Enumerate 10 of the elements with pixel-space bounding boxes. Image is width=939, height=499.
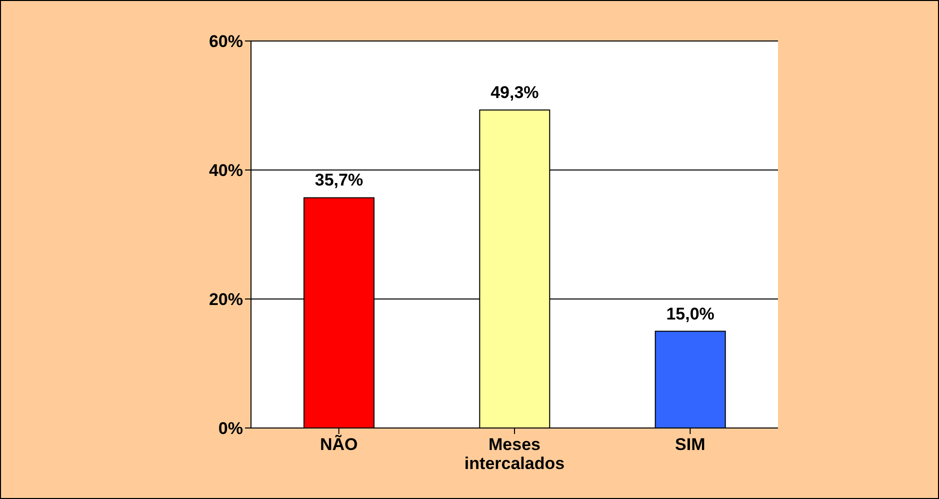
data-label: 49,3% <box>490 83 539 102</box>
x-tick-label: NÃO <box>320 434 358 454</box>
y-tick-label: 40% <box>208 161 243 180</box>
y-tick-label: 60% <box>208 32 243 52</box>
x-tick-label: SIM <box>675 435 706 454</box>
data-label: 15,0% <box>666 304 714 324</box>
y-tick-label: 20% <box>208 290 243 310</box>
data-label: 35,7% <box>314 170 364 190</box>
y-tick-label: 0% <box>218 419 243 438</box>
x-tick-label: Meses intercalados <box>464 435 565 473</box>
